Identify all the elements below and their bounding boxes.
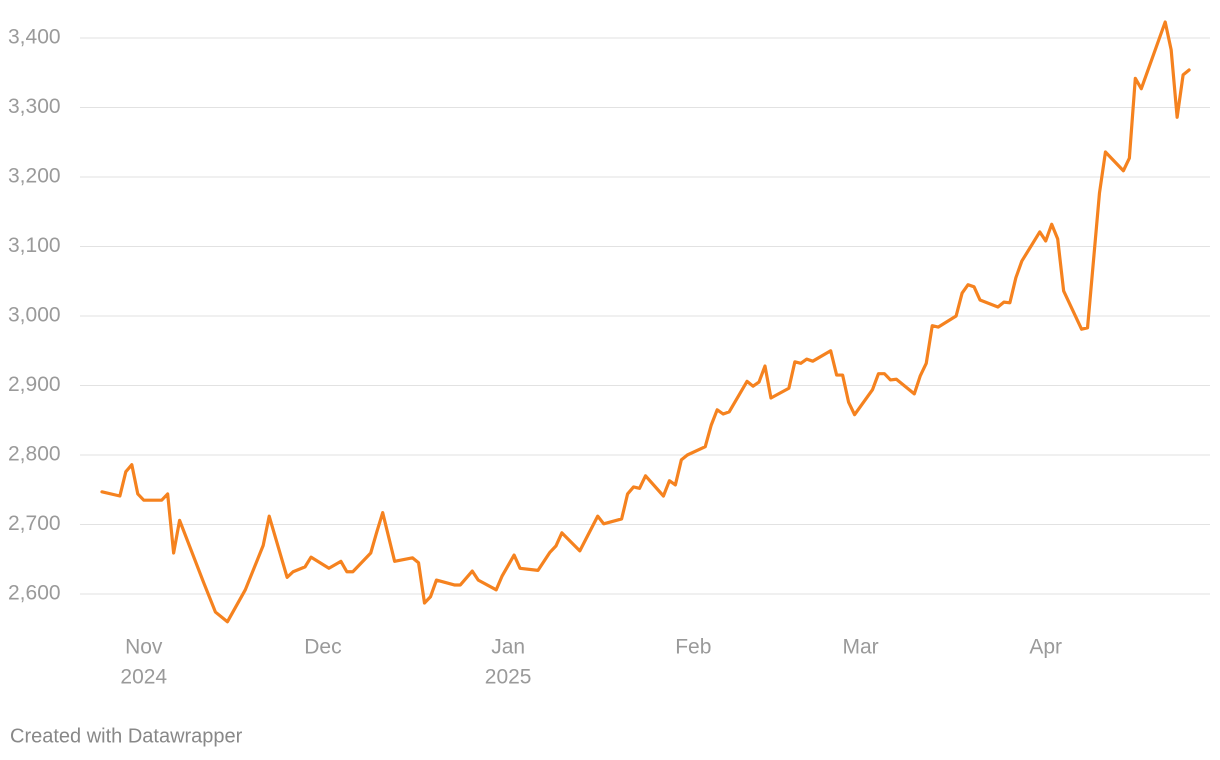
y-tick-label: 3,400 [8,26,61,49]
y-tick-label: 2,700 [8,512,61,535]
footer: Created with Datawrapper [10,725,243,747]
y-tick-label: 3,100 [8,234,61,257]
y-tick-label: 3,000 [8,304,61,327]
y-tick-label: 3,200 [8,165,61,188]
x-tick-label: Dec [304,636,341,659]
x-tick-sublabel: 2025 [485,666,532,689]
y-tick-label: 2,600 [8,582,61,605]
y-tick-label: 2,900 [8,373,61,396]
x-tick-label: Apr [1029,636,1062,659]
y-tick-label: 2,800 [8,443,61,466]
price-line [100,20,1191,624]
x-tick-label: Feb [675,636,711,659]
x-tick-label: Mar [842,636,878,659]
x-tick-label: Nov [125,636,163,659]
x-tick-sublabel: 2024 [120,666,167,689]
y-tick-label: 3,300 [8,95,61,118]
x-tick-label: Jan [491,636,525,659]
